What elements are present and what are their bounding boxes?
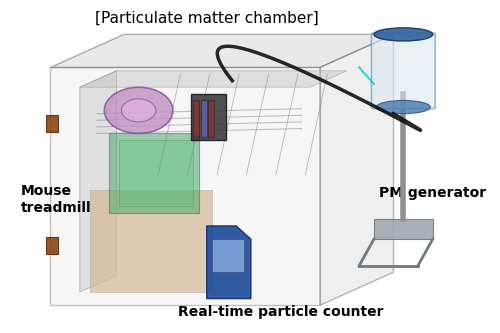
- Polygon shape: [119, 140, 194, 206]
- Polygon shape: [208, 101, 214, 137]
- Polygon shape: [90, 189, 212, 292]
- Polygon shape: [80, 71, 116, 292]
- Polygon shape: [194, 101, 199, 137]
- Bar: [46, 115, 58, 132]
- Polygon shape: [212, 239, 244, 272]
- Text: [Particulate matter chamber]: [Particulate matter chamber]: [96, 11, 319, 26]
- Circle shape: [104, 87, 173, 134]
- Circle shape: [122, 99, 156, 122]
- Text: Mouse
treadmill: Mouse treadmill: [21, 184, 92, 215]
- Polygon shape: [207, 226, 251, 299]
- Text: PM generator: PM generator: [379, 186, 486, 200]
- Polygon shape: [80, 71, 347, 87]
- Polygon shape: [190, 94, 226, 140]
- Polygon shape: [374, 219, 432, 239]
- Polygon shape: [50, 68, 320, 305]
- Text: Real-time particle counter: Real-time particle counter: [178, 305, 384, 319]
- Ellipse shape: [376, 101, 430, 114]
- Ellipse shape: [374, 28, 432, 41]
- Polygon shape: [109, 134, 198, 213]
- Polygon shape: [50, 34, 394, 68]
- Polygon shape: [200, 101, 206, 137]
- Bar: [46, 237, 58, 254]
- FancyBboxPatch shape: [372, 33, 435, 109]
- Polygon shape: [320, 34, 394, 305]
